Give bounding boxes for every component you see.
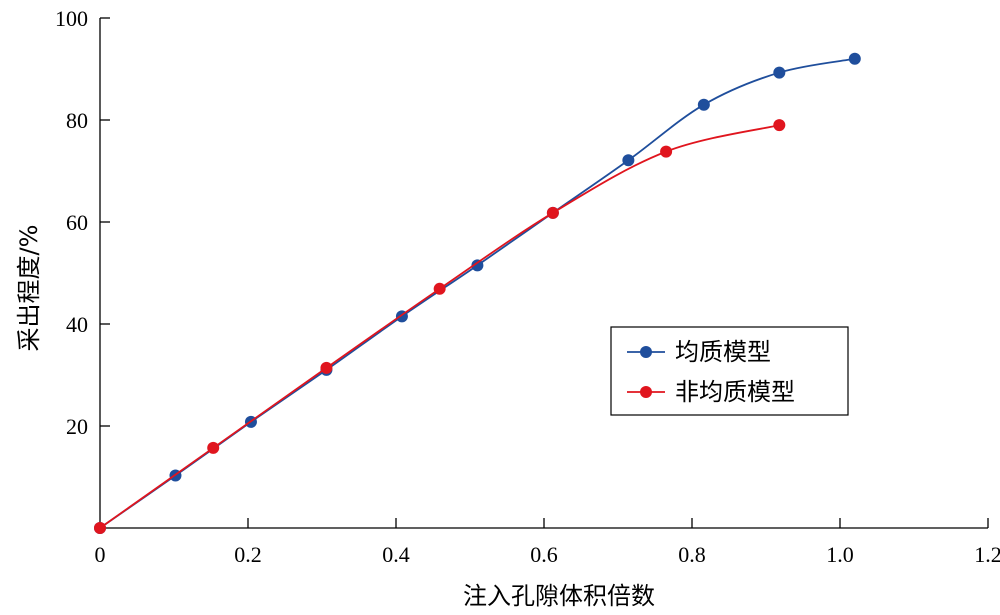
legend-box (610, 326, 849, 416)
data-point (94, 522, 106, 534)
y-tick-label: 40 (66, 312, 88, 337)
data-point (320, 361, 333, 374)
data-point (207, 441, 220, 454)
x-tick-label: 0.8 (678, 542, 706, 567)
axes (99, 18, 988, 529)
y-tick-label: 60 (66, 210, 88, 235)
x-tick-label: 1.2 (974, 542, 1000, 567)
x-tick-label: 0 (95, 542, 106, 567)
series-layer (94, 52, 861, 534)
data-point (697, 98, 710, 111)
data-point (433, 282, 446, 295)
x-tick-label: 1.0 (826, 542, 854, 567)
x-tick-label: 0.4 (382, 542, 410, 567)
data-point (471, 259, 484, 272)
data-point (546, 206, 559, 219)
series-1 (94, 52, 861, 534)
y-tick-label: 20 (66, 414, 88, 439)
data-point (773, 66, 786, 79)
legend-swatch-marker (640, 386, 652, 398)
data-point (773, 119, 786, 132)
legend-label: 非均质模型 (675, 378, 795, 406)
x-tick-label: 0.2 (234, 542, 262, 567)
legend-swatch-marker (640, 346, 652, 358)
data-point (660, 145, 673, 158)
y-axis-title: 采出程度/% (15, 225, 43, 352)
data-point (848, 52, 861, 65)
series-2 (94, 119, 786, 534)
x-ticks: 0 0.2 0.4 0.6 0.8 1.0 1.2 (95, 518, 1000, 567)
data-point (622, 154, 635, 167)
y-ticks: 20 40 60 80 100 (55, 6, 110, 439)
legend-item: 非均质模型 (627, 378, 795, 406)
x-tick-label: 0.6 (530, 542, 558, 567)
y-tick-label: 80 (66, 108, 88, 133)
legend-label: 均质模型 (675, 338, 771, 366)
x-axis-title: 注入孔隙体积倍数 (463, 582, 655, 610)
y-tick-label: 100 (55, 6, 88, 31)
series-line (99, 57, 855, 529)
legend-item: 均质模型 (627, 338, 771, 366)
